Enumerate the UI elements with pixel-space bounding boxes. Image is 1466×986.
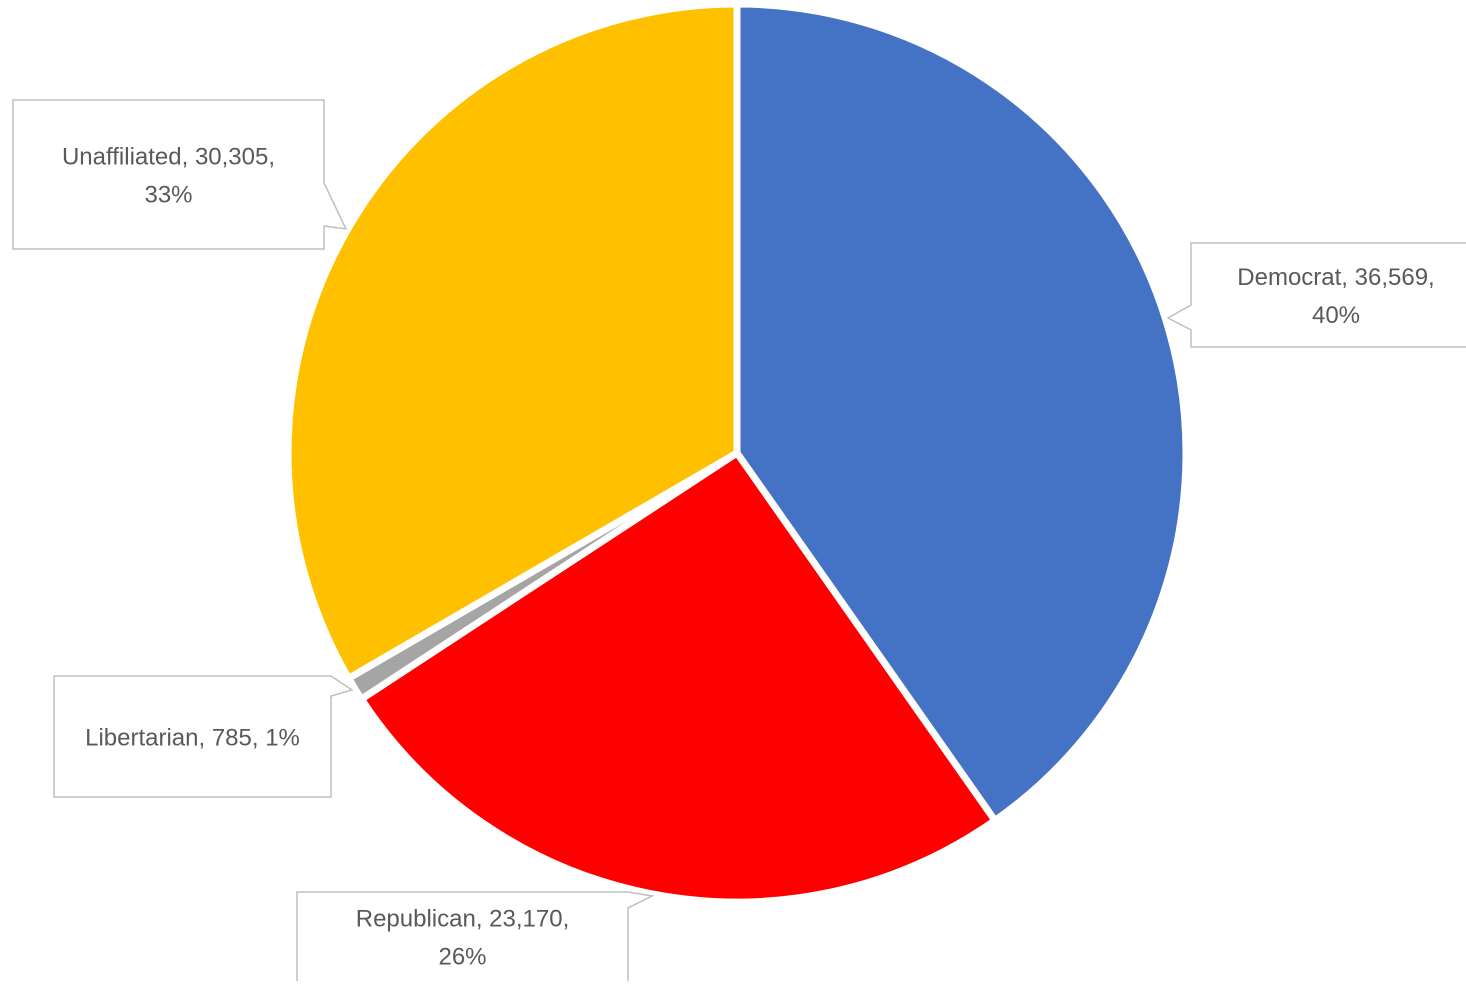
data-label-percent: 40% xyxy=(1312,302,1360,329)
data-label-unaffiliated: Unaffiliated, 30,305, 33% xyxy=(12,99,348,250)
data-label-text: Democrat, 36,569, xyxy=(1237,264,1434,291)
pie-slice-democrat xyxy=(733,0,1190,825)
pie-slice-republican xyxy=(357,449,999,906)
callout-box xyxy=(1166,242,1466,348)
data-label-text: Unaffiliated, 30,305, xyxy=(62,144,275,171)
callout-box xyxy=(296,891,655,986)
data-label-text: Republican, 23,170, xyxy=(356,906,570,933)
data-label-percent: 26% xyxy=(438,944,486,971)
data-label-text: Libertarian, 785, 1% xyxy=(85,725,300,752)
data-label-libertarian: Libertarian, 785, 1% xyxy=(53,675,354,798)
pie-slice-unaffiliated xyxy=(284,0,741,682)
data-label-callouts: Democrat, 36,569, 40% Republican, 23,170, 2… xyxy=(12,99,1466,986)
data-label-percent: 33% xyxy=(144,182,192,209)
data-label-republican: Republican, 23,170, 26% xyxy=(296,891,655,986)
callout-box xyxy=(12,99,348,250)
pie-slices xyxy=(284,0,1190,906)
data-label-democrat: Democrat, 36,569, 40% xyxy=(1166,242,1466,348)
callout-box xyxy=(53,675,354,798)
